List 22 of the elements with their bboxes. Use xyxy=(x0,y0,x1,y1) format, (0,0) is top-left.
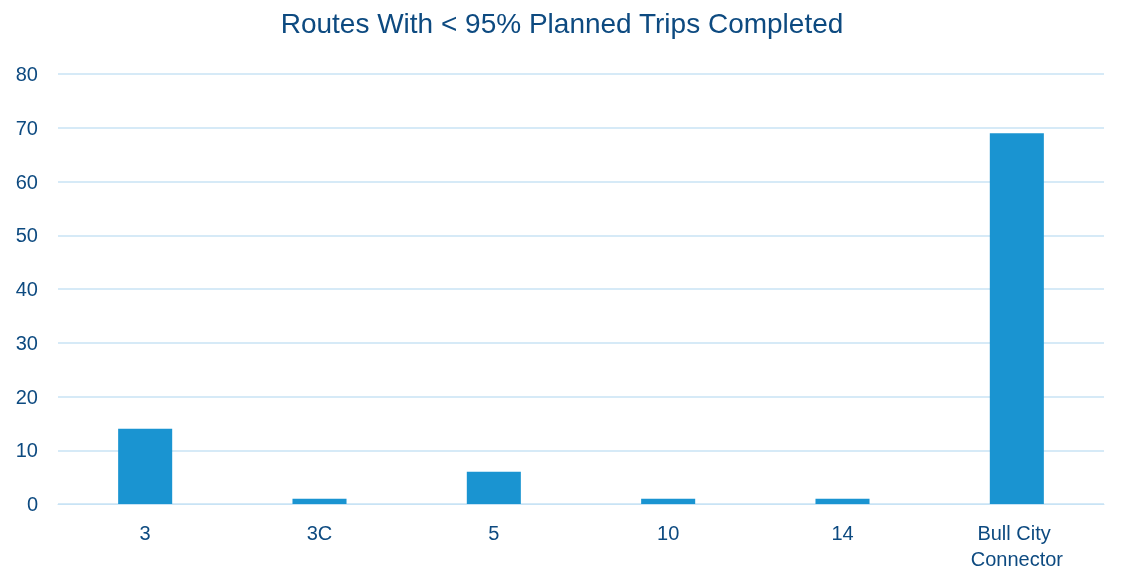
x-tick-label: 3 xyxy=(139,522,151,544)
y-tick-label: 0 xyxy=(26,493,38,515)
bar xyxy=(641,498,696,504)
y-tick-label: 10 xyxy=(15,439,38,462)
bar xyxy=(466,471,521,504)
y-tick-label: 50 xyxy=(15,224,38,247)
x-tick-label: 3C xyxy=(306,522,333,544)
chart-title: Routes With < 95% Planned Trips Completed xyxy=(280,7,844,39)
bar xyxy=(989,133,1044,504)
y-tick-label: 80 xyxy=(15,63,38,85)
x-tick-label: Bull City Connector xyxy=(970,522,1064,570)
x-tick-label: 10 xyxy=(657,522,680,544)
x-tick-label: 14 xyxy=(831,522,854,544)
x-tick-label: 5 xyxy=(488,522,500,544)
bar xyxy=(118,428,173,504)
y-tick-label: 70 xyxy=(15,116,38,139)
bar xyxy=(292,498,347,504)
y-tick-label: 20 xyxy=(15,385,38,408)
bar xyxy=(815,498,870,504)
y-tick-label: 60 xyxy=(15,170,38,193)
y-tick-label: 40 xyxy=(15,278,38,300)
y-tick-label: 30 xyxy=(15,331,38,354)
